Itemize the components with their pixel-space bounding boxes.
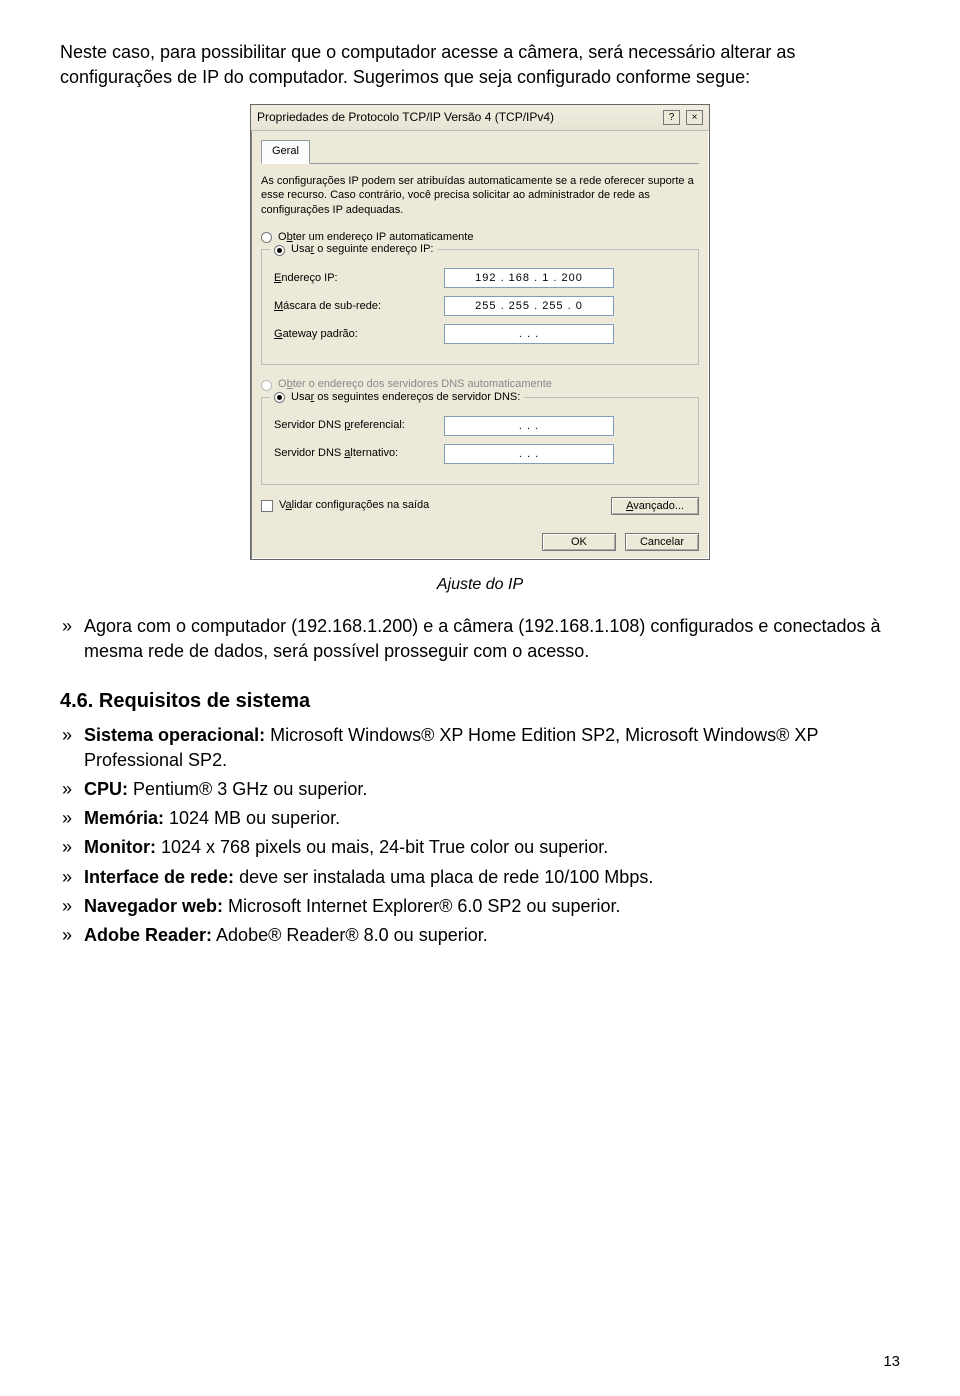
requirements-list: Sistema operacional: Microsoft Windows® …	[62, 723, 900, 949]
close-icon[interactable]: ×	[686, 110, 703, 125]
dns2-input[interactable]: . . .	[444, 444, 614, 464]
req-adobe: Adobe Reader: Adobe® Reader® 8.0 ou supe…	[62, 923, 900, 948]
req-memory: Memória: 1024 MB ou superior.	[62, 806, 900, 831]
req-cpu: CPU: Pentium® 3 GHz ou superior.	[62, 777, 900, 802]
mask-label: Máscara de sub-rede:	[274, 299, 444, 314]
ip-fieldset: Usar o seguinte endereço IP: Endereço IP…	[261, 249, 699, 365]
page-number: 13	[883, 1351, 900, 1372]
radio-use-dns-label: Usar os seguintes endereços de servidor …	[291, 390, 520, 405]
radio-use-ip-label: Usar o seguinte endereço IP:	[291, 242, 433, 257]
dns1-input[interactable]: . . .	[444, 416, 614, 436]
validate-label: Validar configurações na saída	[279, 498, 429, 513]
dialog-figure: Propriedades de Protocolo TCP/IP Versão …	[60, 104, 900, 560]
advanced-button[interactable]: Avançado...	[611, 497, 699, 515]
dns-fieldset: Usar os seguintes endereços de servidor …	[261, 397, 699, 485]
dialog-info-text: As configurações IP podem ser atribuídas…	[261, 174, 699, 219]
radio-use-dns[interactable]: Usar os seguintes endereços de servidor …	[270, 390, 524, 405]
help-icon[interactable]: ?	[663, 110, 680, 125]
dns2-label: Servidor DNS alternativo:	[274, 446, 444, 461]
section-heading: 4.6. Requisitos de sistema	[60, 687, 900, 715]
checkbox-icon	[261, 500, 273, 512]
radio-icon	[274, 392, 285, 403]
req-os: Sistema operacional: Microsoft Windows® …	[62, 723, 900, 773]
ok-button[interactable]: OK	[542, 533, 616, 551]
ip-input[interactable]: 192 . 168 . 1 . 200	[444, 268, 614, 288]
validate-checkbox-row[interactable]: Validar configurações na saída	[261, 498, 429, 513]
tab-general[interactable]: Geral	[261, 140, 310, 163]
req-network: Interface de rede: deve ser instalada um…	[62, 865, 900, 890]
dns1-label: Servidor DNS preferencial:	[274, 418, 444, 433]
tcpip-dialog: Propriedades de Protocolo TCP/IP Versão …	[250, 104, 710, 560]
after-figure-text: Agora com o computador (192.168.1.200) e…	[62, 614, 900, 664]
radio-use-ip[interactable]: Usar o seguinte endereço IP:	[270, 242, 437, 257]
mask-input[interactable]: 255 . 255 . 255 . 0	[444, 296, 614, 316]
radio-icon	[274, 245, 285, 256]
intro-paragraph: Neste caso, para possibilitar que o comp…	[60, 40, 900, 90]
dialog-titlebar: Propriedades de Protocolo TCP/IP Versão …	[251, 105, 709, 131]
after-figure-list: Agora com o computador (192.168.1.200) e…	[62, 614, 900, 664]
gateway-label: Gateway padrão:	[274, 327, 444, 342]
ip-label: Endereço IP:	[274, 271, 444, 286]
req-browser: Navegador web: Microsoft Internet Explor…	[62, 894, 900, 919]
req-monitor: Monitor: 1024 x 768 pixels ou mais, 24-b…	[62, 835, 900, 860]
figure-caption: Ajuste do IP	[60, 574, 900, 596]
dialog-bottom-row: OK Cancelar	[251, 525, 709, 559]
tab-strip: Geral	[261, 139, 699, 163]
dialog-title: Propriedades de Protocolo TCP/IP Versão …	[257, 109, 657, 126]
gateway-input[interactable]: . . .	[444, 324, 614, 344]
cancel-button[interactable]: Cancelar	[625, 533, 699, 551]
